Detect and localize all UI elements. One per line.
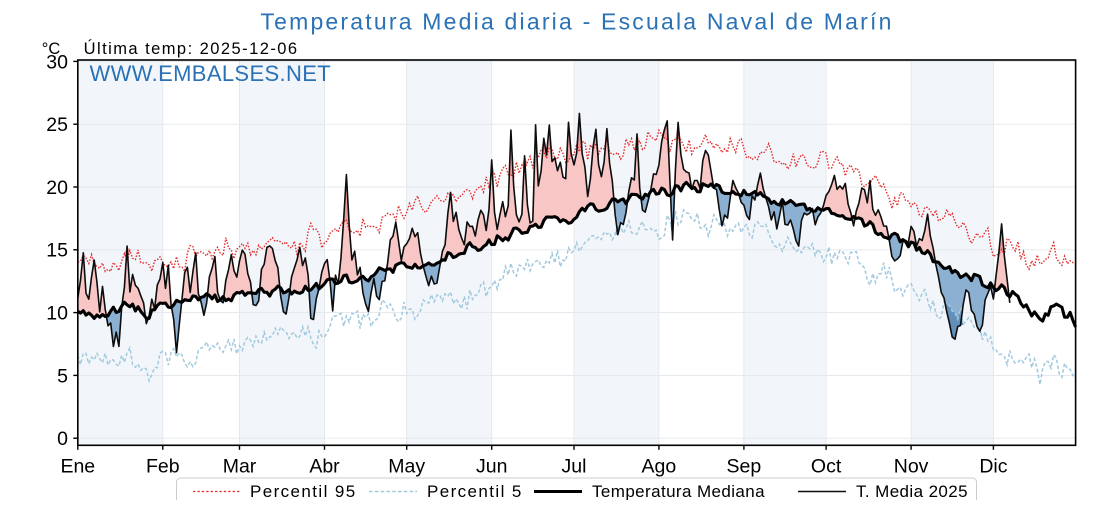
svg-text:25: 25 — [46, 114, 68, 136]
svg-text:Oct: Oct — [811, 455, 842, 477]
svg-text:0: 0 — [57, 428, 68, 450]
svg-text:Sep: Sep — [727, 455, 762, 477]
svg-text:May: May — [388, 455, 425, 477]
svg-text:5: 5 — [57, 365, 68, 387]
svg-text:°C: °C — [42, 40, 61, 58]
svg-text:WWW.EMBALSES.NET: WWW.EMBALSES.NET — [90, 61, 332, 86]
svg-text:Jun: Jun — [476, 455, 507, 477]
svg-text:Mar: Mar — [223, 455, 257, 477]
svg-text:Ene: Ene — [60, 455, 95, 477]
svg-text:Percentil 5: Percentil 5 — [427, 482, 523, 500]
svg-text:Jul: Jul — [562, 455, 587, 477]
svg-text:T. Media 2025: T. Media 2025 — [856, 482, 968, 500]
svg-text:Temperatura Mediana: Temperatura Mediana — [592, 482, 765, 500]
svg-text:Temperatura Media diaria - Esc: Temperatura Media diaria - Escuala Naval… — [260, 9, 893, 35]
svg-text:20: 20 — [46, 177, 68, 199]
svg-text:15: 15 — [46, 240, 68, 262]
svg-text:Nov: Nov — [894, 455, 929, 477]
svg-text:Percentil 95: Percentil 95 — [250, 482, 357, 500]
svg-text:Feb: Feb — [146, 455, 180, 477]
svg-text:10: 10 — [46, 303, 68, 325]
svg-text:Última temp: 2025-12-06: Última temp: 2025-12-06 — [84, 39, 299, 58]
svg-text:30: 30 — [46, 51, 68, 73]
svg-text:Abr: Abr — [309, 455, 340, 477]
svg-text:Dic: Dic — [979, 455, 1007, 477]
svg-text:Ago: Ago — [642, 455, 677, 477]
